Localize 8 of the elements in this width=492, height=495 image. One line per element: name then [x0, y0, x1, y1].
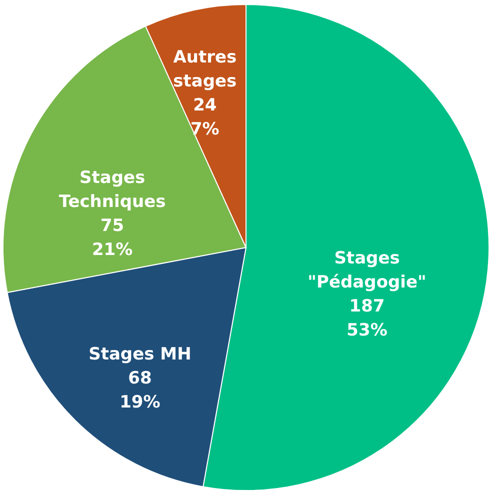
data-label: 75 21%	[92, 216, 133, 260]
slice-label: Autres stages	[173, 47, 237, 92]
data-label: 24 7%	[190, 95, 220, 140]
slice-label: Stages MH	[88, 344, 192, 365]
data-label: 187 53%	[346, 296, 388, 340]
slice-label: Stages "Pédagogie"	[308, 248, 426, 292]
slice-label: Stages Techniques	[58, 168, 166, 212]
data-label: 68 19%	[120, 368, 160, 413]
